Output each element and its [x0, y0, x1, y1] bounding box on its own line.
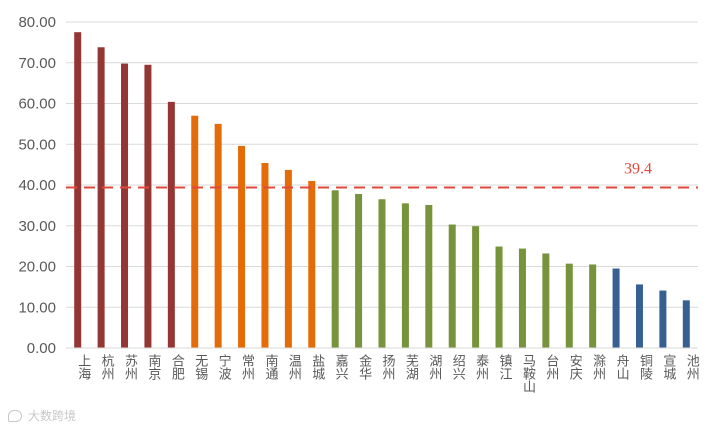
bar-宁波 — [214, 123, 222, 348]
watermark-text: 大数跨境 — [28, 409, 77, 423]
y-tick-label: 30.00 — [18, 218, 56, 235]
x-tick-label: 扬州 — [380, 354, 396, 380]
bar-上海 — [74, 32, 82, 348]
x-tick-label: 铜陵 — [637, 354, 653, 380]
bar-扬州 — [378, 199, 386, 348]
x-tick-label: 南通 — [262, 353, 278, 380]
x-tick-label: 杭州 — [99, 354, 115, 380]
bar-舟山 — [612, 268, 620, 348]
x-tick-label: 宣城 — [660, 353, 676, 381]
y-axis-tick-labels: 0.00 10.00 20.00 30.00 40.00 50.00 60.00 70.00 8… — [18, 14, 56, 357]
bar-泰州 — [472, 226, 480, 348]
x-tick-label: 滁州 — [590, 353, 606, 380]
bar-嘉兴 — [331, 190, 339, 348]
x-tick-label: 绍兴 — [450, 354, 466, 380]
bar-绍兴 — [448, 224, 456, 348]
bar-金华 — [355, 193, 363, 348]
bar-宣城 — [659, 290, 667, 348]
bar-盐城 — [308, 180, 316, 348]
bars — [74, 32, 690, 349]
y-tick-label: 10.00 — [18, 299, 56, 316]
x-tick-label: 嘉兴 — [333, 354, 349, 380]
bar-马鞍山 — [518, 248, 526, 348]
bar-常州 — [238, 145, 246, 348]
bar-池州 — [682, 300, 690, 348]
x-tick-label: 台州 — [543, 354, 559, 380]
y-tick-label: 50.00 — [18, 136, 56, 153]
x-axis-tick-labels: 上海 杭州 苏州 南京 合肥 无锡 宁波 常州 南通 温州 盐城 嘉兴 金华 扬州 芜湖 湖州 绍兴 泰州 镇江 马鞍… — [75, 353, 699, 393]
y-tick-label: 60.00 — [18, 96, 56, 113]
x-tick-label: 盐城 — [309, 354, 325, 381]
bar-苏州 — [121, 63, 129, 348]
x-tick-label: 马鞍山 — [520, 354, 536, 393]
bar-安庆 — [565, 263, 573, 348]
x-tick-label: 上海 — [75, 354, 91, 380]
x-tick-label: 宁波 — [216, 353, 232, 380]
y-tick-label: 40.00 — [18, 177, 56, 194]
x-tick-label: 池州 — [684, 354, 700, 380]
bar-温州 — [284, 169, 292, 348]
x-tick-label: 湖州 — [426, 354, 442, 380]
bar-合肥 — [167, 101, 175, 349]
bar-铜陵 — [635, 284, 643, 348]
bar-杭州 — [97, 47, 105, 348]
x-tick-label: 金华 — [356, 353, 372, 380]
bar-湖州 — [425, 204, 433, 348]
bar-芜湖 — [401, 203, 409, 348]
bar-镇江 — [495, 246, 503, 348]
bar-滁州 — [589, 264, 597, 348]
bar-无锡 — [191, 115, 199, 348]
reference-line-label: 39.4 — [624, 160, 652, 177]
y-tick-label: 20.00 — [18, 259, 56, 276]
x-tick-label: 南京 — [145, 353, 161, 380]
bar-南京 — [144, 64, 152, 348]
x-tick-label: 合肥 — [169, 354, 185, 381]
x-tick-label: 温州 — [286, 354, 302, 380]
bar-台州 — [542, 253, 550, 348]
x-tick-label: 镇江 — [497, 354, 513, 380]
chat-bubble-icon — [8, 410, 22, 422]
y-tick-label: 70.00 — [18, 55, 56, 72]
x-tick-label: 苏州 — [122, 353, 138, 380]
y-tick-label: 0.00 — [27, 340, 56, 357]
watermark: 大数跨境 — [8, 407, 76, 424]
x-tick-label: 安庆 — [567, 354, 583, 380]
x-tick-label: 常州 — [239, 354, 255, 380]
y-tick-label: 80.00 — [18, 14, 56, 31]
bar-南通 — [261, 162, 269, 348]
x-tick-label: 芜湖 — [403, 354, 419, 380]
x-tick-label: 舟山 — [614, 354, 630, 380]
x-tick-label: 无锡 — [192, 354, 208, 380]
x-tick-label: 泰州 — [473, 354, 489, 380]
